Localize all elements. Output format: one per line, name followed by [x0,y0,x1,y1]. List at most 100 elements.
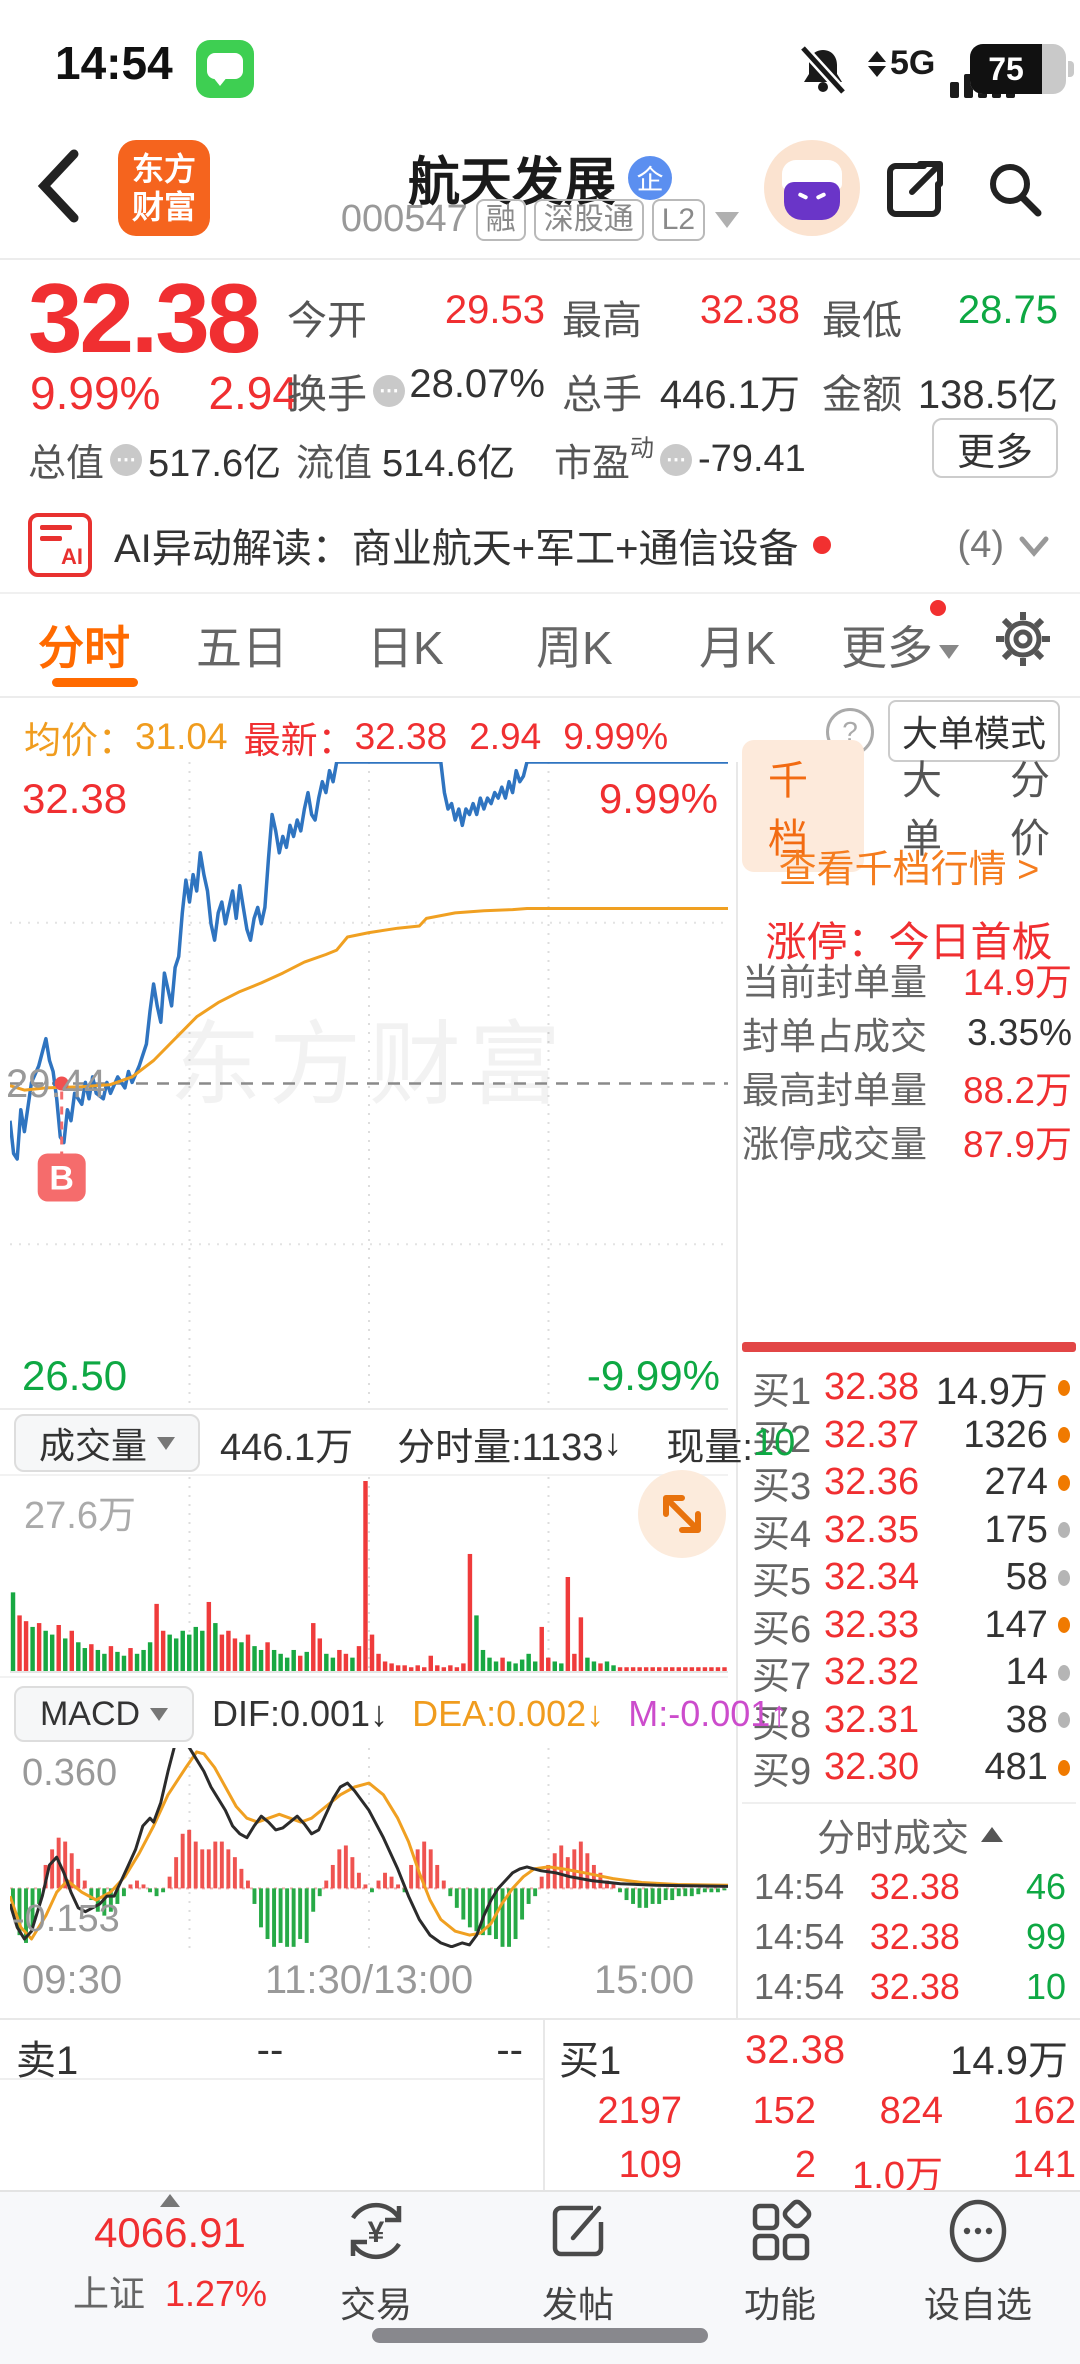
watchlist-icon [949,2199,1007,2263]
ai-content: 商业航天+军工+通信设备 [351,527,799,571]
ask-volume: -- [496,2028,523,2072]
tab-monthly-k[interactable]: 月K [699,622,776,674]
l2-tag: L2 [651,198,706,241]
stock-code-row[interactable]: 000547 融 深股通 L2 [0,198,1080,241]
macd-max-label: 0.360 [22,1752,118,1794]
macd-chart[interactable] [10,1748,728,1948]
avg-price-label: 均价： [24,720,135,761]
macd-dif: DIF:0.001 [212,1693,371,1734]
buy1-row[interactable]: 买1 32.38 14.9万 [545,2020,1080,2083]
macd-selector[interactable]: MACD [14,1686,194,1742]
bid-row-2[interactable]: 买2 32.37 1326 [740,1412,1080,1461]
triangle-up-icon [981,1826,1003,1842]
qiandang-link[interactable]: 查看千档行情 > [778,849,1040,891]
tick-row: 14:54 32.38 10 [754,1966,1066,2007]
order-dot [1057,1522,1070,1539]
ai-insight-row[interactable]: AI AI异动解读： 商业航天+军工+通信设备 (4) [0,505,1080,585]
volume-max-label: 27.6万 [24,1495,136,1537]
axis-close: 15:00 [594,1958,695,2002]
nav-index[interactable]: 4066.91 上证 1.27% [30,2194,310,2317]
panel-tab-qiandang[interactable]: 千档 [742,740,864,872]
settings-gear-icon[interactable] [992,608,1054,670]
volume-total: 446.1万 [220,1426,354,1469]
connect-tag: 深股通 [533,198,644,241]
bid-row-3[interactable]: 买3 32.36 274 [740,1459,1080,1508]
bid-row-5[interactable]: 买5 32.34 58 [740,1554,1080,1603]
bid-row-6[interactable]: 买6 32.33 147 [740,1602,1080,1651]
index-value: 4066.91 [94,2209,246,2256]
panel-row: 涨停成交量 87.9万 [742,1124,1072,1165]
order-dot [1057,1712,1070,1729]
chevron-down-icon[interactable] [715,211,740,228]
nav-watchlist[interactable]: 设自选 [898,2196,1058,2328]
latest-change: 2.94 [469,716,542,757]
panel-tab-fenjia[interactable]: 分价 [1010,759,1050,861]
share-icon[interactable] [884,158,946,220]
macd-m: M:-0.001 [628,1693,771,1734]
order-dot [1057,1379,1070,1396]
alert-dot [812,536,831,554]
order-dot [1057,1759,1070,1776]
info-icon[interactable]: ⋯ [110,443,143,476]
change-amount: 2.94 [208,367,298,419]
assistant-avatar[interactable] [764,140,860,236]
bid-row-1[interactable]: 买1 32.38 14.9万 [740,1364,1080,1413]
tab-more[interactable]: 更多 [841,612,959,678]
panel-row: 当前封单量 14.9万 [742,962,1072,1003]
sell1-row[interactable]: 卖1 -- -- [0,2020,543,2083]
active-tab-underline [52,678,138,687]
bid-row-7[interactable]: 买7 32.32 14 [740,1649,1080,1698]
chevron-down-icon [150,1707,169,1721]
flow-cell: 109 [618,2144,682,2186]
chevron-down-icon [157,1436,175,1450]
latest-price: 32.38 [354,716,448,757]
flow-cell: 141 [1012,2144,1076,2186]
stat-label: 今开 [287,299,367,343]
info-icon[interactable]: ⋯ [373,375,405,407]
search-icon[interactable] [984,158,1046,220]
svg-text:¥: ¥ [368,2216,385,2249]
status-time: 14:54 [55,37,173,89]
chevron-down-icon[interactable] [1014,525,1054,565]
tab-daily-k[interactable]: 日K [367,622,444,674]
nav-post[interactable]: 发帖 [498,2196,658,2328]
tab-5day[interactable]: 五日 [196,622,288,674]
tab-fenshi[interactable]: 分时 [38,622,130,674]
bid-volume: 14.9万 [950,2039,1068,2083]
order-dot [1057,1617,1070,1634]
flow-cell: 824 [879,2090,943,2132]
home-indicator [372,2328,708,2343]
volume-chart[interactable] [10,1477,728,1673]
index-pct: 1.27% [164,2273,268,2314]
big-order-mode-button[interactable]: 大单模式 [888,700,1060,762]
panel-tab-dadan[interactable]: 大单 [902,759,942,861]
post-icon [552,2205,604,2257]
bid-row-4[interactable]: 买4 32.35 175 [740,1507,1080,1556]
nav-functions[interactable]: 功能 [700,2196,860,2328]
avg-price: 31.04 [135,716,228,757]
chevron-down-icon [939,645,959,659]
intraday-chart[interactable]: 东方财富 B [10,762,728,1405]
info-icon[interactable]: ⋯ [660,443,693,476]
prev-close-label: 29.44 [6,1062,107,1106]
volume-selector[interactable]: 成交量 [14,1414,200,1472]
minute-volume: 分时量:1133 [397,1426,604,1469]
macd-dea: DEA:0.002 [412,1693,587,1734]
order-dot [1057,1569,1070,1586]
enterprise-badge: 企 [628,155,672,200]
bid-row-8[interactable]: 买8 32.31 38 [740,1697,1080,1746]
tab-weekly-k[interactable]: 周K [536,622,613,674]
tick-row: 14:54 32.38 46 [754,1866,1066,1907]
panel-row: 封单占成交 3.35% [742,1012,1072,1057]
back-button[interactable] [34,148,84,224]
bid-price: 32.38 [745,2028,846,2072]
nav-trade[interactable]: ¥ 交易 [296,2196,456,2328]
network-indicator: 5G [868,44,935,83]
dynamic-sup: 动 [630,435,655,462]
margin-tag: 融 [475,198,526,241]
functions-icon [752,2199,812,2261]
bid-row-9[interactable]: 买9 32.30 481 [740,1744,1080,1793]
expand-icon[interactable] [638,1470,726,1558]
more-button[interactable]: 更多 [932,418,1058,478]
tick-list-header[interactable]: 分时成交 [740,1810,1080,1860]
